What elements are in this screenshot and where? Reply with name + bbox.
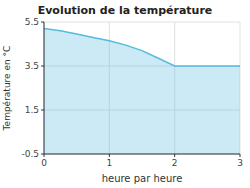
y-axis-line [44, 22, 45, 154]
axes: 0 1 2 3 -0.5 1.5 3.5 5.5 [21, 17, 242, 168]
x-tick-label: 0 [41, 158, 47, 168]
x-tick [109, 154, 110, 157]
y-tick-label: 1.5 [25, 105, 39, 115]
y-axis-label: Température en °C [2, 46, 12, 132]
x-tick [174, 154, 175, 157]
grid-line-x [44, 22, 45, 154]
area-fill [44, 29, 240, 154]
grid [44, 22, 240, 154]
y-tick-label: 3.5 [25, 61, 39, 71]
x-tick [240, 154, 241, 157]
grid-line-y [44, 154, 240, 155]
y-tick [41, 110, 44, 111]
y-tick [41, 22, 44, 23]
x-tick-label: 2 [172, 158, 178, 168]
temperature-line [44, 29, 240, 66]
chart-title: Evolution de la température [38, 4, 213, 17]
chart-container: 0 1 2 3 -0.5 1.5 3.5 5.5Evolution de la tempéra… [0, 0, 250, 188]
y-tick-label: 5.5 [25, 17, 39, 27]
chart-svg: 0 1 2 3 -0.5 1.5 3.5 5.5Evolution de la tempéra… [0, 0, 250, 188]
y-tick-label: -0.5 [21, 149, 39, 159]
x-tick-label: 1 [106, 158, 112, 168]
plot-area [44, 29, 240, 154]
y-tick [41, 154, 44, 155]
y-tick [41, 66, 44, 67]
grid-line-y [44, 22, 240, 23]
x-axis-label: heure par heure [102, 173, 183, 184]
x-axis-line [44, 154, 240, 155]
x-tick-label: 3 [237, 158, 243, 168]
